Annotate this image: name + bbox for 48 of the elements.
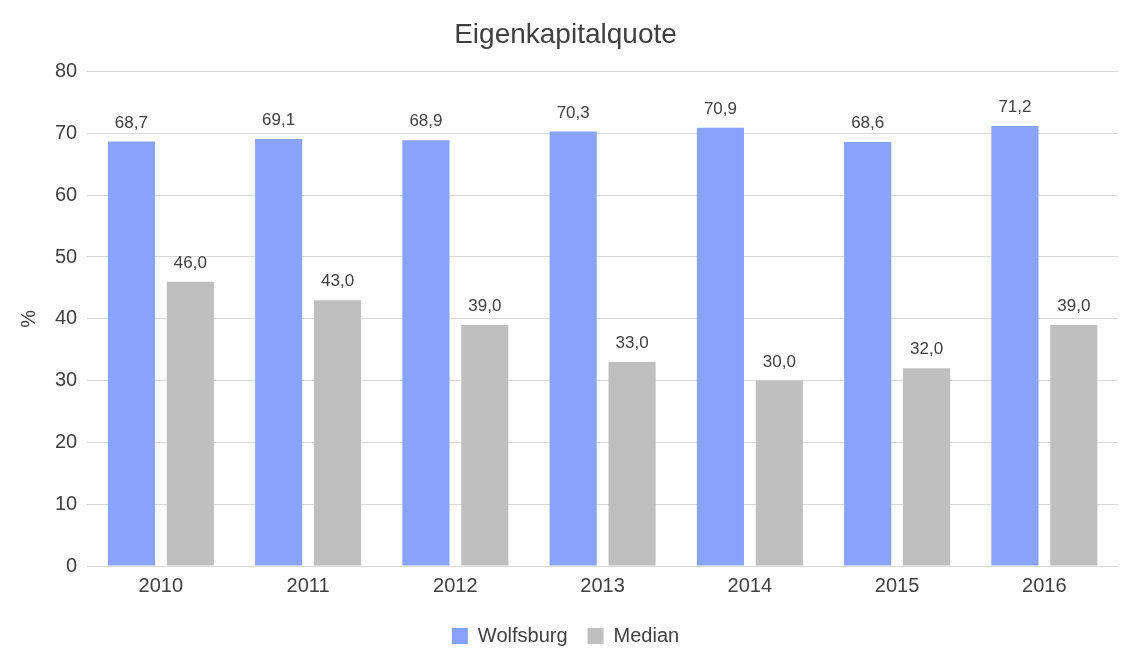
y-tick-label: 30 [55,368,78,391]
x-tick-label: 2016 [1022,573,1067,596]
data-label: 70,9 [703,99,737,119]
bar [107,141,155,566]
legend-label: Median [613,623,680,646]
bar [844,142,892,566]
x-tick-label: 2010 [138,573,184,596]
data-label: 68,6 [851,113,885,133]
data-label: 39,0 [1057,296,1091,316]
data-label: 69,1 [262,110,296,130]
y-tick-label: 50 [55,244,78,267]
bar [461,324,509,566]
x-tick-label: 2011 [286,573,330,596]
x-tick-label: 2014 [727,573,773,596]
data-label: 39,0 [468,296,502,316]
bar [314,300,362,566]
bar [991,125,1039,566]
x-tick-label: 2013 [580,573,625,596]
data-label: 70,3 [556,102,590,122]
y-tick-label: 0 [66,553,78,576]
bar [608,362,656,566]
chart-title: Eigenkapitalquote [454,17,677,49]
data-label: 43,0 [321,271,355,291]
bar [255,138,303,566]
data-label: 68,7 [114,112,148,132]
x-tick-label: 2012 [433,573,478,596]
y-axis-title: % [16,309,39,328]
y-tick-label: 80 [55,59,78,82]
bar [1050,324,1098,566]
x-tick-label: 2015 [874,573,920,596]
y-tick-label: 40 [55,306,78,329]
data-label: 46,0 [173,252,207,272]
y-tick-label: 70 [55,120,78,143]
bar [402,140,450,566]
legend-label: Wolfsburg [477,623,568,646]
bar [755,380,803,566]
y-tick-label: 20 [55,429,78,452]
data-label: 68,9 [409,111,443,131]
y-tick-label: 60 [55,182,78,205]
bar [166,281,214,566]
bar [696,127,744,566]
data-label: 30,0 [762,351,796,371]
y-tick-label: 10 [55,491,78,514]
data-label: 71,2 [998,97,1032,117]
data-label: 33,0 [615,333,649,353]
bar [903,368,951,566]
bar [549,131,597,566]
data-label: 32,0 [910,339,944,359]
